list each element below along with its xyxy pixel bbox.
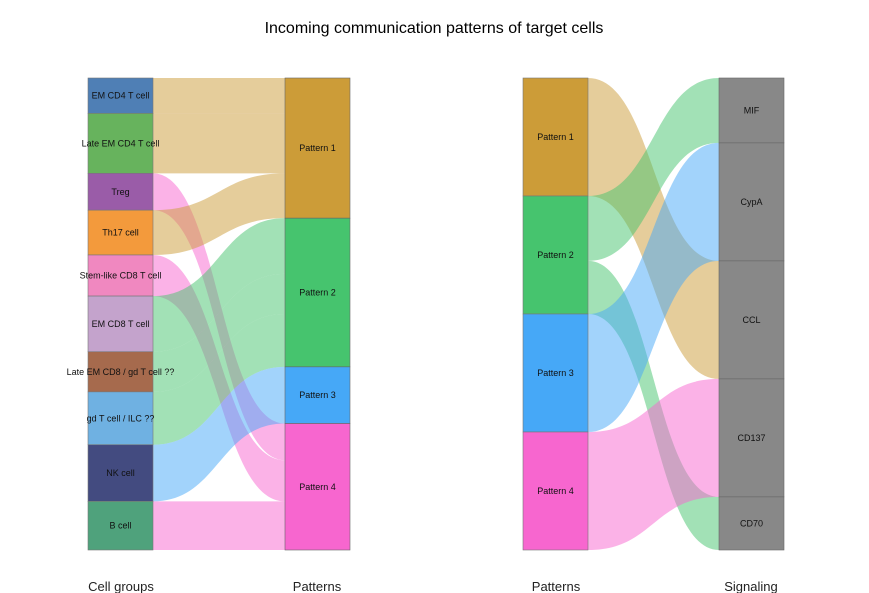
node-label-pattern-4: Pattern 4 — [299, 482, 336, 492]
flow-pattern-3-to-cypa — [588, 142, 719, 432]
chart-title: Incoming communication patterns of targe… — [265, 20, 604, 37]
node-gd-t-cell-ilc — [87, 391, 154, 446]
node-b-cell — [87, 501, 154, 551]
node-nk-cell — [87, 444, 154, 502]
node-label-pattern-1: Pattern 1 — [299, 143, 336, 153]
node-pattern-4 — [522, 431, 589, 551]
node-th17-cell — [87, 209, 154, 256]
node-late-em-cd4-t-cell — [87, 113, 154, 174]
flow-pattern-2-to-mif — [588, 78, 719, 261]
node-label-late-em-cd4-t-cell: Late EM CD4 T cell — [82, 138, 160, 148]
node-label-pattern-1: Pattern 1 — [537, 132, 574, 142]
panel-2-right-axis-label: Signaling — [724, 579, 778, 593]
panel-1-right-axis-label: Patterns — [293, 579, 342, 593]
node-pattern-1 — [522, 77, 589, 197]
node-label-cd70: CD70 — [740, 518, 763, 528]
node-em-cd8-t-cell — [87, 295, 154, 353]
node-label-late-em-cd8-gd-t-cell: Late EM CD8 / gd T cell ?? — [67, 367, 175, 377]
flow-late-em-cd8-gd-t-cell-to-pattern-2 — [153, 273, 285, 392]
node-label-treg: Treg — [111, 187, 129, 197]
node-pattern-2 — [522, 195, 589, 315]
node-cd70 — [718, 496, 785, 551]
node-label-pattern-3: Pattern 3 — [537, 368, 574, 378]
node-label-gd-t-cell-ilc: gd T cell / ILC ?? — [87, 413, 155, 423]
panel-cell-groups-to-patterns: EM CD4 T cell Late EM CD4 T cell Treg Th17 … — [67, 77, 351, 551]
node-label-th17-cell: Th17 cell — [102, 228, 139, 238]
flow-th17-cell-to-pattern-1 — [153, 173, 285, 255]
node-cd137 — [718, 378, 785, 498]
panel-patterns-to-signaling: Pattern 1 Pattern 2 Pattern 3 Pattern 4 MIF C… — [522, 77, 785, 551]
node-label-nk-cell: NK cell — [106, 468, 135, 478]
node-cypa — [718, 142, 785, 262]
node-em-cd4-t-cell — [87, 77, 154, 114]
flow-pattern-4-to-cd137 — [588, 378, 719, 550]
flow-gd-t-cell-ilc-to-pattern-2 — [153, 314, 285, 445]
node-label-b-cell: B cell — [109, 521, 131, 531]
node-label-pattern-4: Pattern 4 — [537, 486, 574, 496]
node-label-em-cd8-t-cell: EM CD8 T cell — [92, 319, 150, 329]
panel-2-left-axis-label: Patterns — [532, 579, 581, 593]
node-pattern-1 — [284, 77, 351, 219]
flow-nk-cell-to-pattern-3 — [153, 366, 285, 502]
node-label-pattern-2: Pattern 2 — [299, 288, 336, 298]
node-pattern-3 — [284, 366, 351, 424]
flow-b-cell-to-pattern-4 — [153, 501, 285, 550]
node-ccl — [718, 260, 785, 380]
flow-late-em-cd4-t-cell-to-pattern-1 — [153, 113, 285, 174]
node-label-ccl: CCL — [742, 315, 760, 325]
panel-1-left-axis-label: Cell groups — [88, 579, 154, 593]
node-stem-like-cd8-t-cell — [87, 254, 154, 297]
node-label-mif: MIF — [744, 105, 760, 115]
node-label-pattern-3: Pattern 3 — [299, 390, 336, 400]
node-pattern-3 — [522, 313, 589, 433]
flow-em-cd4-t-cell-to-pattern-1 — [153, 78, 285, 114]
node-label-pattern-2: Pattern 2 — [537, 250, 574, 260]
node-pattern-4 — [284, 423, 351, 551]
node-label-stem-like-cd8-t-cell: Stem-like CD8 T cell — [80, 271, 162, 281]
node-pattern-2 — [284, 217, 351, 368]
flow-em-cd8-t-cell-to-pattern-2 — [153, 218, 285, 352]
node-treg — [87, 173, 154, 211]
node-mif — [718, 77, 785, 144]
node-label-em-cd4-t-cell: EM CD4 T cell — [92, 91, 150, 101]
node-label-cd137: CD137 — [737, 433, 765, 443]
node-label-cypa: CypA — [740, 197, 762, 207]
